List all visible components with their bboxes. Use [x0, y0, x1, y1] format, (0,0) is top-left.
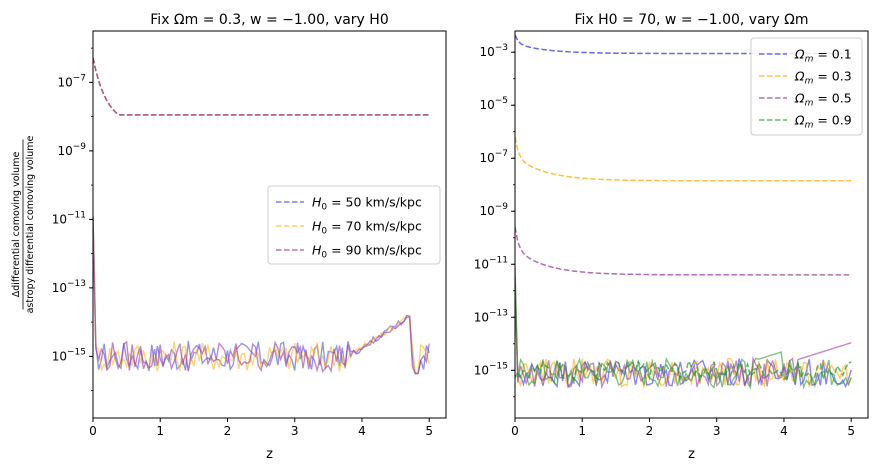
series-noise-1: [515, 290, 852, 389]
y-axis-label: Δdifferential comoving volume astropy dif…: [11, 135, 36, 313]
chart-panel-2: 0 1 2 3 4 5 10−3 10−5 10−7 10−9 10−11 10−13 10−15 z Fi…: [474, 12, 869, 462]
chart-title: Fix Ωm = 0.3, w = −1.00, vary H0: [150, 12, 388, 28]
legend-label: Ωm = 0.9: [794, 113, 852, 131]
y-tick-label: 10−13: [52, 279, 86, 295]
series-line-1: [93, 57, 430, 116]
y-tick-label: 10−7: [479, 149, 508, 165]
series-line-3: [515, 227, 852, 276]
x-tick-label: 3: [713, 424, 721, 438]
y-tick-label: 10−13: [474, 308, 508, 324]
y-tick-label: 10−7: [57, 73, 86, 89]
legend-label: Ωm = 0.3: [794, 69, 852, 87]
y-label-numerator: Δdifferential comoving volume: [11, 152, 22, 298]
x-tick-label: 4: [358, 424, 366, 438]
x-tick-label: 5: [847, 424, 855, 438]
legend-label: H0 = 90 km/s/kpc: [312, 243, 422, 261]
legend-box: [750, 37, 863, 136]
y-tick-label: 10−11: [52, 210, 86, 226]
legend-label: Ωm = 0.1: [794, 47, 852, 65]
x-axis-label: z: [266, 447, 273, 462]
chart-title: Fix H0 = 70, w = −1.00, vary Ωm: [574, 12, 808, 28]
legend-box: [267, 185, 441, 265]
y-tick-label: 10−9: [57, 142, 86, 158]
series-line-4: [515, 358, 852, 383]
series-noise-2: [93, 215, 430, 375]
x-tick-label: 3: [291, 424, 299, 438]
y-tick-label: 10−3: [479, 43, 508, 59]
chart-panel-1: 0 1 2 3 4 5 10−7 10−9 10−11 10−13 10−15 z Fix Ωm = 0…: [11, 12, 447, 462]
x-tick-label: 2: [224, 424, 232, 438]
y-tick-label: 10−15: [474, 361, 508, 377]
plot-area: [93, 57, 430, 375]
plot-frame: [514, 30, 869, 419]
x-tick-label: 0: [89, 424, 97, 438]
series-line-2: [515, 136, 852, 182]
x-tick-label: 4: [780, 424, 788, 438]
x-axis-label: z: [688, 447, 695, 462]
y-tick-label: 10−5: [479, 96, 508, 112]
legend-label: H0 = 50 km/s/kpc: [312, 195, 422, 213]
legend: H0 = 50 km/s/kpc H0 = 70 km/s/kpc H0 = 90 …: [267, 185, 441, 265]
plot-frame: [92, 30, 447, 419]
series-line-3: [93, 57, 430, 116]
series-noise-3: [93, 215, 430, 375]
x-tick-label: 0: [511, 424, 519, 438]
y-tick-label: 10−11: [474, 255, 508, 271]
y-label-denominator: astropy differential comoving volume: [25, 135, 36, 313]
x-tick-label: 1: [156, 424, 164, 438]
y-tick-label: 10−9: [479, 202, 508, 218]
series-line-2: [93, 57, 430, 116]
x-tick-label: 5: [425, 424, 433, 438]
legend-label: H0 = 70 km/s/kpc: [312, 219, 422, 237]
y-tick-label: 10−15: [52, 347, 86, 363]
x-tick-label: 2: [646, 424, 654, 438]
plot-area: [515, 34, 852, 390]
x-tick-label: 1: [578, 424, 586, 438]
legend: Ωm = 0.1 Ωm = 0.3 Ωm = 0.5 Ωm = 0.9: [750, 37, 863, 136]
series-noise-4: [515, 266, 852, 390]
legend-label: Ωm = 0.5: [794, 91, 852, 109]
